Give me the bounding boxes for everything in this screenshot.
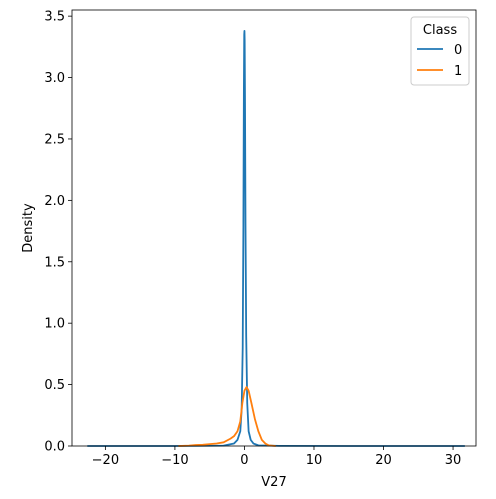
plot-frame [71,9,477,447]
y-tick-label: 0.5 [44,378,65,393]
y-tick-label: 1.5 [44,255,65,270]
x-tick-label: 20 [375,453,392,468]
x-axis-label: V27 [261,475,286,490]
y-tick-label: 0.0 [44,440,65,455]
x-tick-label: −10 [161,453,188,468]
y-tick-label: 2.0 [44,194,65,209]
plot-lines [87,29,465,447]
series-line-0 [87,29,465,447]
legend: Class 01 [410,16,470,86]
y-axis-label: Density [21,203,36,253]
x-tick-label: −20 [92,453,119,468]
legend-title: Class [423,23,457,38]
y-tick-label: 2.5 [44,132,65,147]
x-axis: −20 −10 0 10 20 30 [92,446,462,468]
legend-box [410,16,470,86]
y-tick-label: 3.0 [44,71,65,86]
legend-entries: 01 [417,43,462,79]
y-axis: 0.0 0.5 1.0 1.5 2.0 2.5 3.0 3.5 [44,10,72,455]
legend-label-1: 1 [454,64,462,79]
series-line-1 [178,386,276,447]
x-tick-label: 10 [306,453,323,468]
y-tick-label: 1.0 [44,317,65,332]
legend-label-0: 0 [454,43,462,58]
x-tick-label: 30 [445,453,462,468]
x-tick-label: 0 [240,453,248,468]
y-tick-label: 3.5 [44,10,65,25]
